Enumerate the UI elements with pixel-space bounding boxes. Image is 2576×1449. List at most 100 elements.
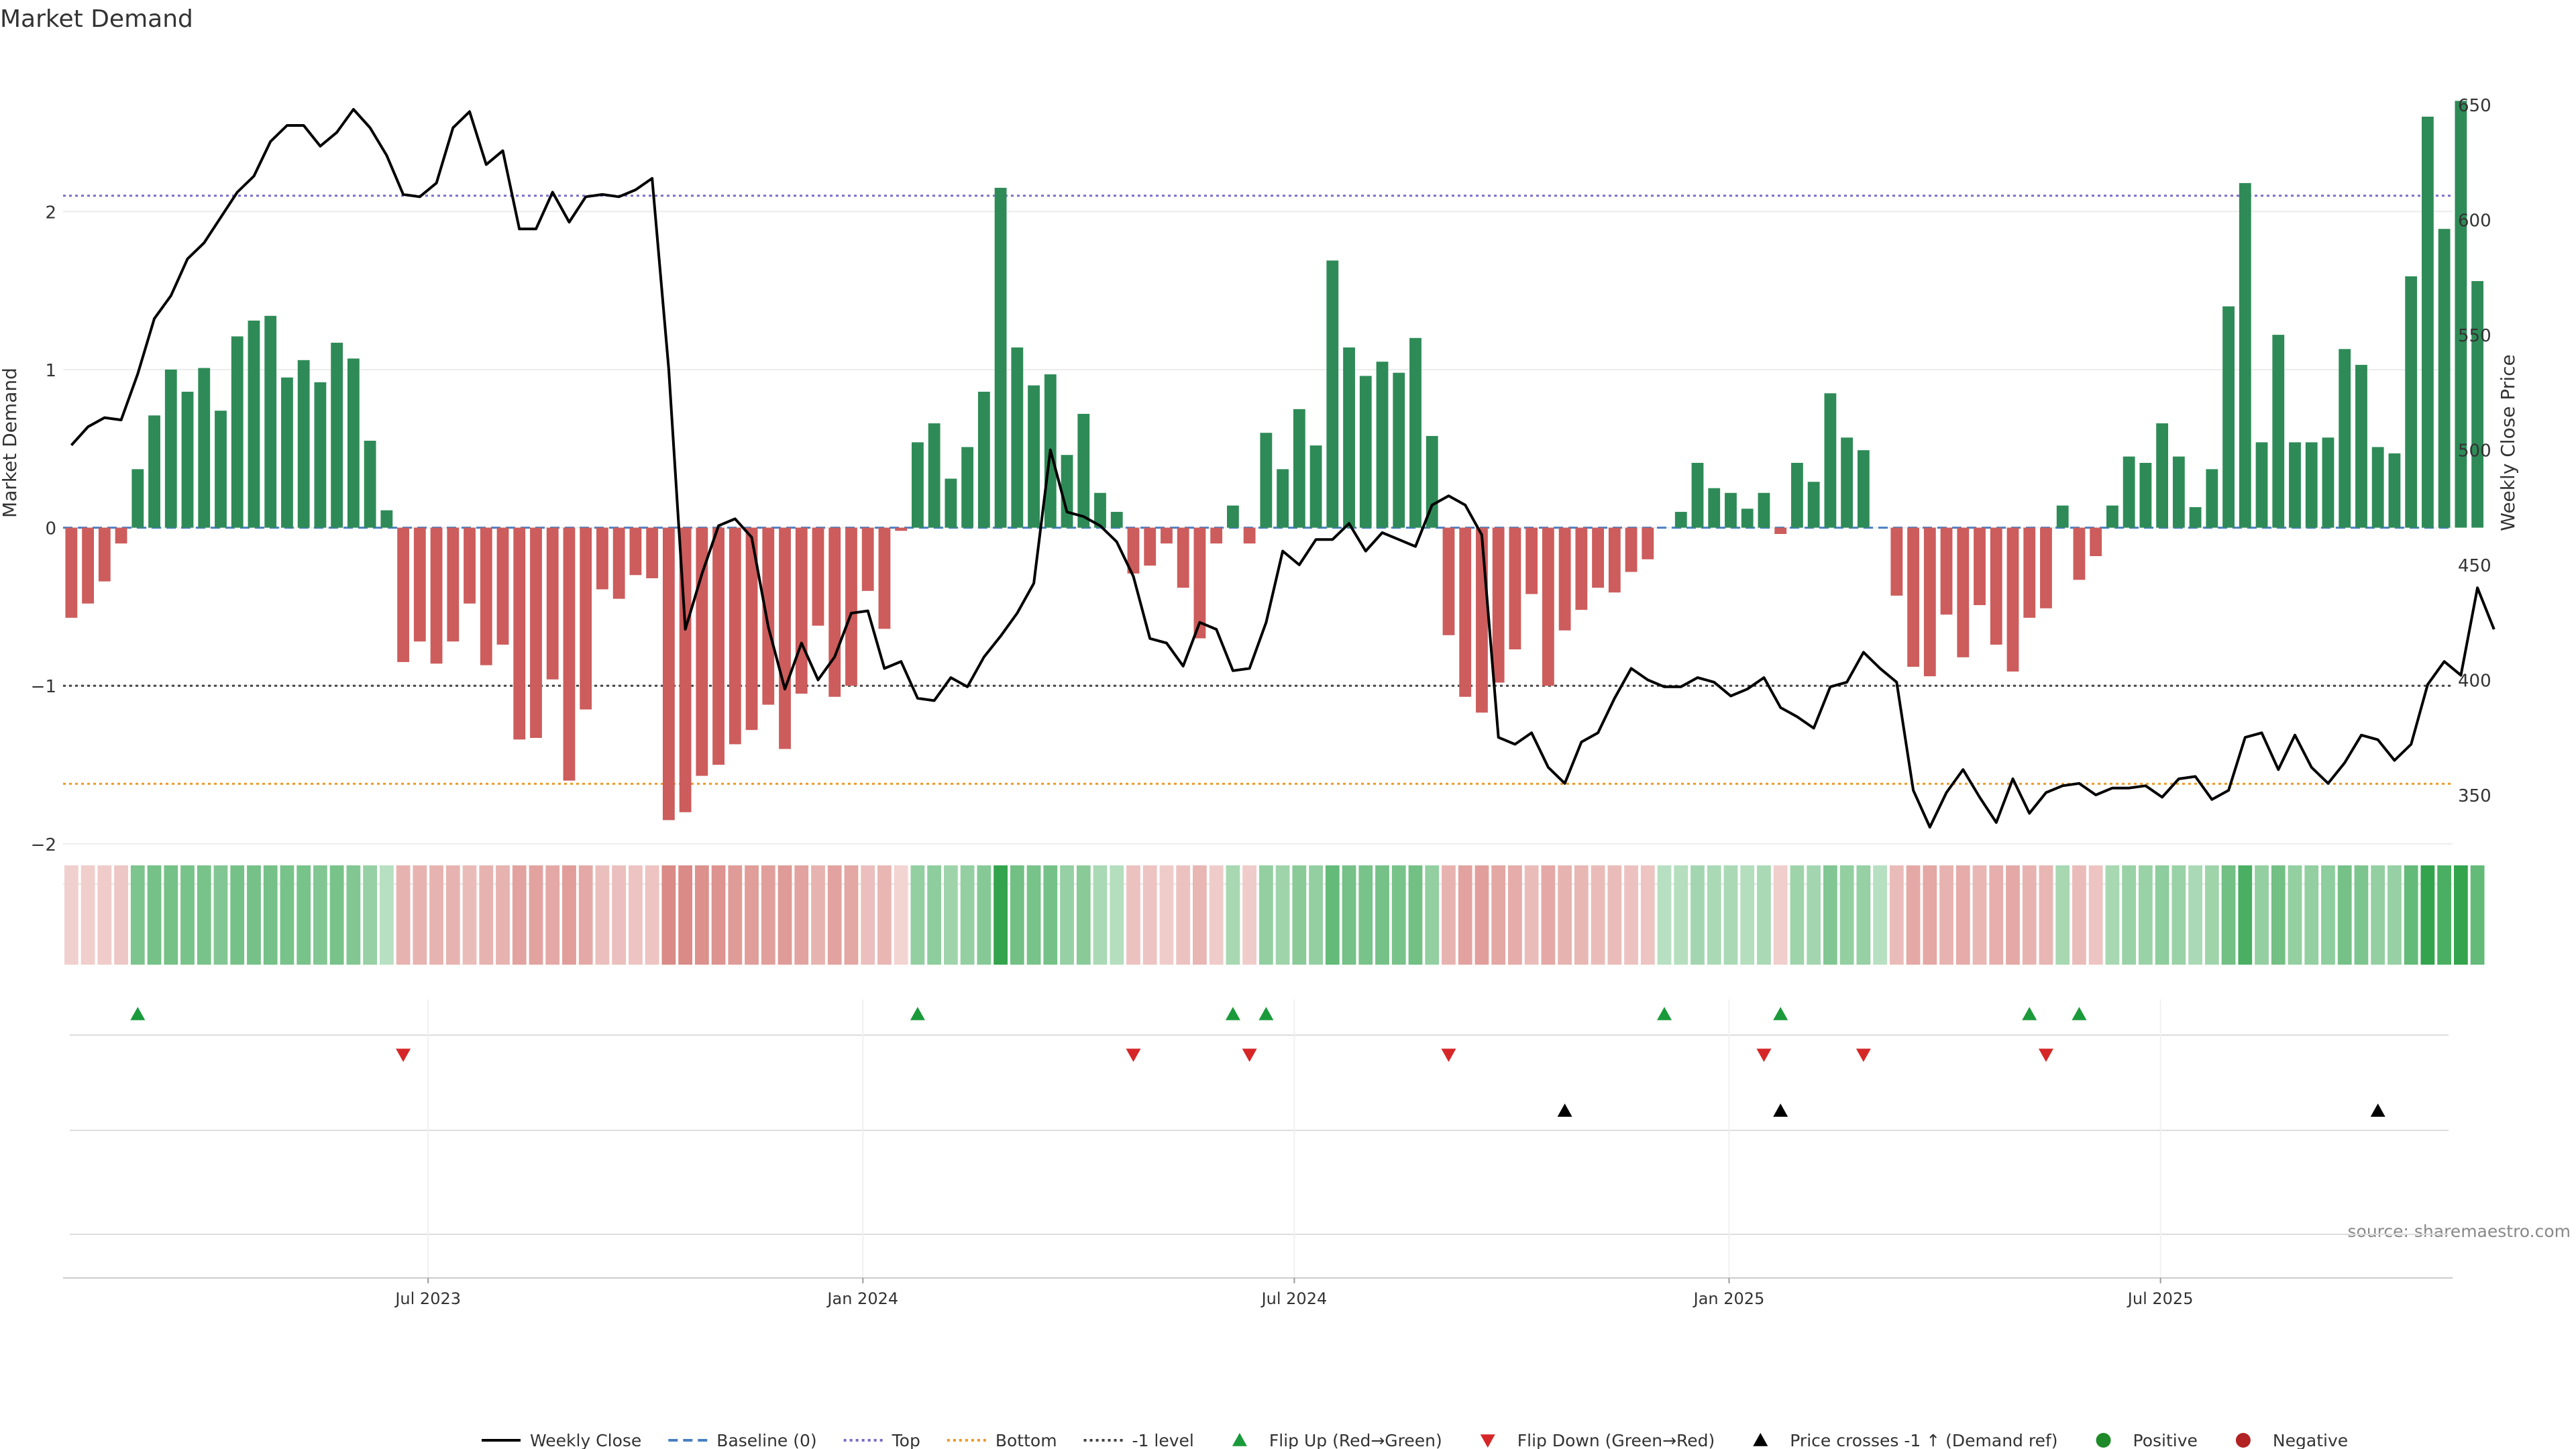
demand-bar (1210, 527, 1223, 544)
legend: Weekly Close Baseline (0) Top Bottom -1 leve… (482, 1431, 2348, 1449)
x-axis: Jul 2023 Jan 2024 Jul 2024 Jan 2025 Jul 2025 (63, 1000, 2453, 1308)
demand-bar (115, 527, 127, 544)
heat-cell (247, 865, 261, 965)
heat-cell (1491, 865, 1506, 965)
heat-cell (1309, 865, 1323, 965)
demand-bar (2405, 276, 2418, 528)
demand-bar (1442, 527, 1455, 635)
heat-cell (578, 865, 593, 965)
demand-bar (662, 527, 675, 820)
heat-cell (1955, 865, 1970, 965)
legend-label: -1 level (1132, 1431, 1194, 1449)
demand-bar (2355, 364, 2367, 528)
legend-label: Bottom (996, 1431, 1057, 1449)
heat-cell (1823, 865, 1837, 965)
demand-bar (281, 377, 293, 528)
demand-bar (1708, 488, 1721, 528)
heat-cell (297, 865, 311, 965)
heat-cell (1110, 865, 1124, 965)
x-tick-label: Jul 2024 (1260, 1289, 1328, 1308)
heat-cell (977, 865, 991, 965)
flip-up-marker (2072, 1007, 2087, 1020)
demand-bar (1177, 527, 1189, 588)
demand-bar (812, 527, 824, 626)
demand-bar (1343, 347, 1355, 528)
demand-bar (2339, 349, 2351, 528)
heat-cell (1923, 865, 1937, 965)
x-tick-label: Jul 2023 (394, 1289, 461, 1308)
y-left-tick-label: 1 (45, 361, 56, 381)
y-left-tick-label: −2 (31, 835, 56, 855)
heat-cell (512, 865, 527, 965)
demand-bar (945, 478, 957, 528)
demand-bar (2222, 306, 2235, 528)
heat-cell (1226, 865, 1240, 965)
demand-bar (2255, 442, 2268, 528)
y-left-tick-label: 2 (45, 203, 56, 223)
legend-label: Positive (2133, 1431, 2198, 1449)
legend-label: Negative (2273, 1431, 2348, 1449)
heat-cell (2470, 865, 2485, 965)
heat-cell (827, 865, 842, 965)
demand-bar (65, 527, 78, 618)
heat-cell (479, 865, 494, 965)
heat-cell (1640, 865, 1655, 965)
heat-cell (230, 865, 245, 965)
chart-title: Market Demand (0, 5, 193, 33)
demand-bar (1359, 376, 1372, 528)
demand-bar (646, 527, 659, 578)
flip-down-marker (1856, 1049, 1871, 1062)
heat-cell (2387, 865, 2402, 965)
demand-bar (1028, 385, 1040, 528)
y-right-tick-label: 400 (2458, 672, 2491, 692)
heat-cell (1242, 865, 1257, 965)
heat-cell (661, 865, 676, 965)
demand-bar (447, 527, 460, 642)
flip-down-marker (396, 1049, 411, 1062)
flip-down-marker (2038, 1049, 2053, 1062)
legend-swatch (2235, 1433, 2251, 1448)
heat-cell (562, 865, 576, 965)
heat-cell (2155, 865, 2169, 965)
legend-swatch (2096, 1433, 2111, 1448)
demand-bar (2438, 229, 2451, 528)
heat-cell (1790, 865, 1805, 965)
demand-bar (397, 527, 409, 662)
heat-cell (1126, 865, 1140, 965)
y-right-tick-label: 550 (2458, 326, 2491, 346)
flip-down-marker (1441, 1049, 1456, 1062)
x-tick-label: Jan 2024 (826, 1289, 898, 1308)
heat-cell (2288, 865, 2302, 965)
heat-cell (2055, 865, 2070, 965)
heat-cell (1408, 865, 1423, 965)
heat-cell (861, 865, 875, 965)
demand-bar (1077, 413, 1090, 528)
heat-cell (2453, 865, 2468, 965)
heat-cell (1873, 865, 1887, 965)
demand-bar (1957, 527, 1970, 657)
demand-bar (977, 391, 990, 528)
heat-cell (1010, 865, 1024, 965)
demand-bar (1824, 393, 1837, 528)
demand-bar (1725, 492, 1737, 528)
demand-bar (2106, 505, 2118, 528)
heat-cell (2321, 865, 2335, 965)
heat-cell (2188, 865, 2202, 965)
heat-cell (1889, 865, 1904, 965)
heat-cell (529, 865, 543, 965)
heat-cell (213, 865, 228, 965)
demand-bar (364, 440, 376, 528)
demand-bar (2206, 469, 2218, 528)
heat-cell (2271, 865, 2286, 965)
demand-bar (1857, 450, 1870, 528)
demand-bar (496, 527, 509, 645)
y-left-tick-label: 0 (45, 519, 56, 539)
demand-bar (912, 442, 924, 528)
y-left-tick-label: −1 (31, 677, 56, 697)
demand-bar (1691, 462, 1704, 528)
demand-bar (1293, 409, 1305, 528)
heat-cell (2371, 865, 2385, 965)
demand-bar (2305, 442, 2318, 528)
demand-bar (1608, 527, 1621, 593)
